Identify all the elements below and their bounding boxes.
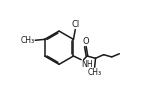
Text: O: O xyxy=(82,37,89,46)
Text: NH: NH xyxy=(81,60,93,69)
Text: CH₃: CH₃ xyxy=(88,68,102,77)
Text: Cl: Cl xyxy=(71,20,79,29)
Text: CH₃: CH₃ xyxy=(21,36,35,45)
